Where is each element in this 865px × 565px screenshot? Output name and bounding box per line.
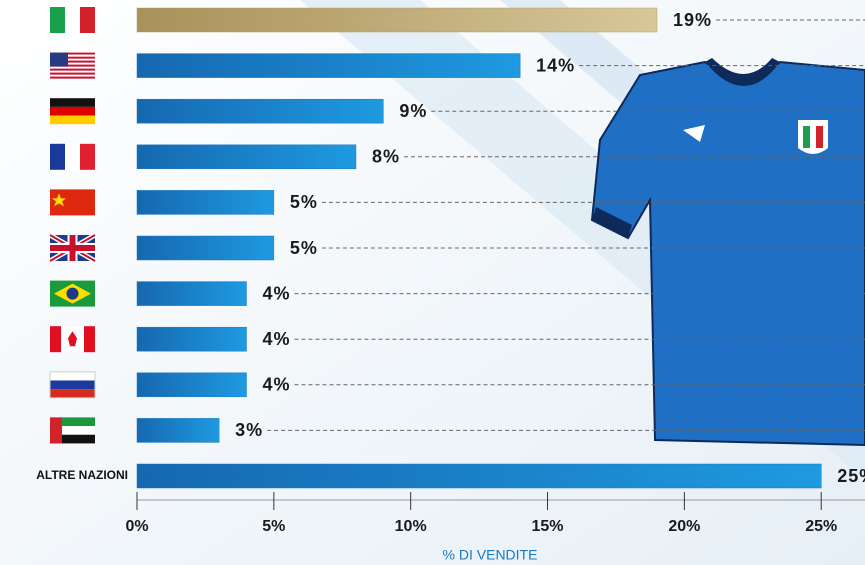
- flag-part: [50, 98, 95, 107]
- flag: [50, 189, 95, 216]
- jersey-cuff: [592, 207, 632, 238]
- x-tick-label: 25%: [805, 518, 837, 535]
- jersey-crest: [816, 126, 823, 148]
- bar: [136, 98, 384, 124]
- jersey-crest: [803, 126, 810, 148]
- jersey: [590, 58, 865, 447]
- flag-part: [50, 7, 65, 33]
- flag-part: [80, 143, 95, 170]
- x-tick-label: 10%: [395, 518, 427, 535]
- flag-part: [50, 72, 95, 75]
- flag-part: [50, 326, 61, 353]
- flag-part: [50, 434, 95, 444]
- bar: [136, 53, 521, 78]
- flag-part: [50, 52, 95, 55]
- flag-part: [50, 389, 95, 398]
- plot: 19% 14% 9% 8% 5% 5% 4% 4% 4% 3% ALTRE NAZIONI 25% 0%…: [36, 7, 865, 535]
- flag-part: [65, 143, 80, 170]
- jersey-collar: [705, 58, 780, 86]
- bar: [136, 281, 247, 306]
- value-label: 4%: [262, 329, 290, 349]
- flag-part: [49, 371, 96, 399]
- x-tick-label: 5%: [262, 518, 285, 535]
- flag-part: [68, 331, 77, 347]
- jersey-crest: [798, 120, 828, 154]
- value-label: 4%: [262, 375, 290, 395]
- jersey-logo: [683, 125, 705, 142]
- flag-part: [50, 143, 65, 170]
- flag: [50, 417, 95, 444]
- flag: [50, 98, 95, 125]
- flag-part: [50, 106, 95, 116]
- flag-part: [84, 326, 95, 353]
- flag-part: [66, 287, 79, 300]
- flag: [48, 232, 97, 264]
- value-label: 19%: [673, 10, 712, 30]
- x-tick-label: 15%: [532, 518, 564, 535]
- flag-part: [50, 56, 95, 59]
- value-label: 9%: [399, 101, 427, 121]
- bar: [136, 418, 220, 443]
- bar: [136, 463, 822, 489]
- flag-part: [50, 417, 95, 427]
- value-label: 4%: [262, 283, 290, 303]
- flag-part: [50, 371, 95, 381]
- flag-part: [50, 68, 95, 71]
- flag: [50, 280, 95, 307]
- bar: [136, 7, 658, 33]
- flag-part: [50, 54, 95, 57]
- flag: [50, 52, 95, 79]
- flag-part: [50, 52, 68, 67]
- bar: [136, 144, 357, 170]
- value-label: 8%: [372, 147, 400, 167]
- flag-part: [50, 417, 62, 444]
- bar: [136, 235, 275, 261]
- value-label: 14%: [536, 55, 575, 75]
- x-tick-label: 20%: [668, 518, 700, 535]
- bar: [136, 326, 247, 352]
- x-tick-label: 0%: [125, 518, 148, 535]
- value-label: 25%: [837, 466, 865, 486]
- flag-part: [80, 7, 95, 33]
- flag-part: [50, 245, 95, 251]
- flag-part: [50, 115, 95, 125]
- value-label: 3%: [235, 420, 263, 440]
- flag-part: [50, 380, 95, 390]
- x-axis-label: % DI VENDITE: [443, 547, 538, 563]
- flag-part: [50, 60, 95, 63]
- flag: [49, 371, 96, 399]
- flag-part: [50, 76, 95, 79]
- category-label: ALTRE NAZIONI: [36, 468, 128, 482]
- flag: [50, 326, 95, 353]
- bar: [136, 190, 275, 215]
- flag-part: [50, 64, 95, 67]
- flag-part: [52, 193, 66, 207]
- flag-part: [50, 426, 95, 435]
- flag: [50, 143, 95, 170]
- bar: [136, 372, 247, 398]
- flag-part: [65, 7, 80, 33]
- value-label: 5%: [290, 238, 318, 258]
- flag: [50, 7, 95, 33]
- value-label: 5%: [290, 192, 318, 212]
